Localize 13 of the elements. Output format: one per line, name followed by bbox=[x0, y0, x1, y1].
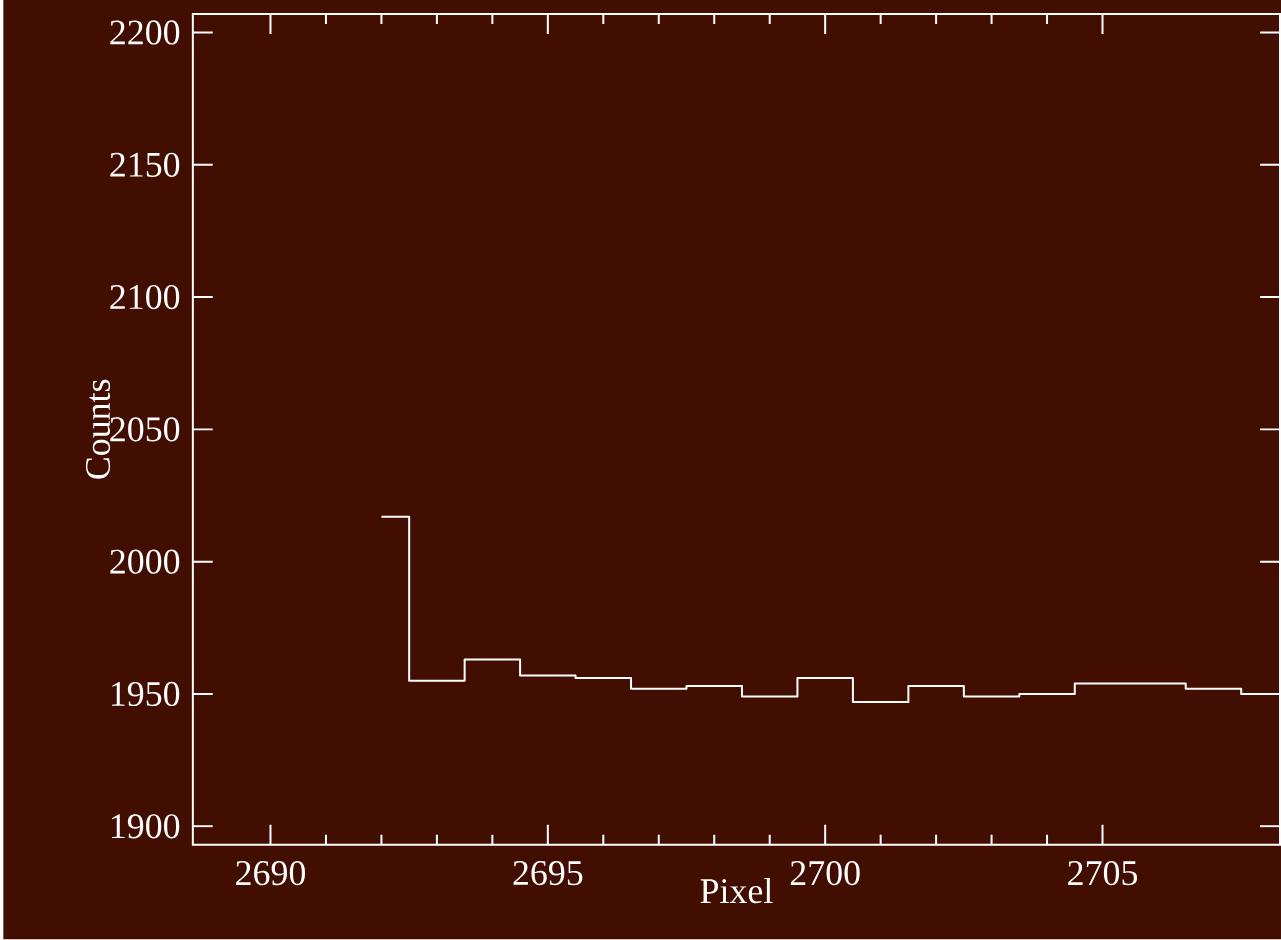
y-axis-title: Counts bbox=[85, 380, 111, 479]
y-tick-label: 1950 bbox=[111, 682, 180, 707]
y-tick-label: 2000 bbox=[110, 549, 180, 575]
y-tick-label: 2050 bbox=[110, 417, 180, 442]
x-tick-label: 2700 bbox=[790, 861, 860, 886]
x-tick-label: 2705 bbox=[1068, 861, 1138, 886]
x-tick-label: 2695 bbox=[513, 861, 583, 886]
y-tick-label: 2100 bbox=[110, 285, 180, 310]
y-tick-label: 1900 bbox=[111, 814, 180, 839]
y-tick-label: 2200 bbox=[110, 20, 180, 45]
x-axis-title: Pixel bbox=[700, 878, 773, 904]
x-tick-label: 2690 bbox=[236, 861, 306, 886]
y-tick-label: 2150 bbox=[110, 152, 180, 178]
